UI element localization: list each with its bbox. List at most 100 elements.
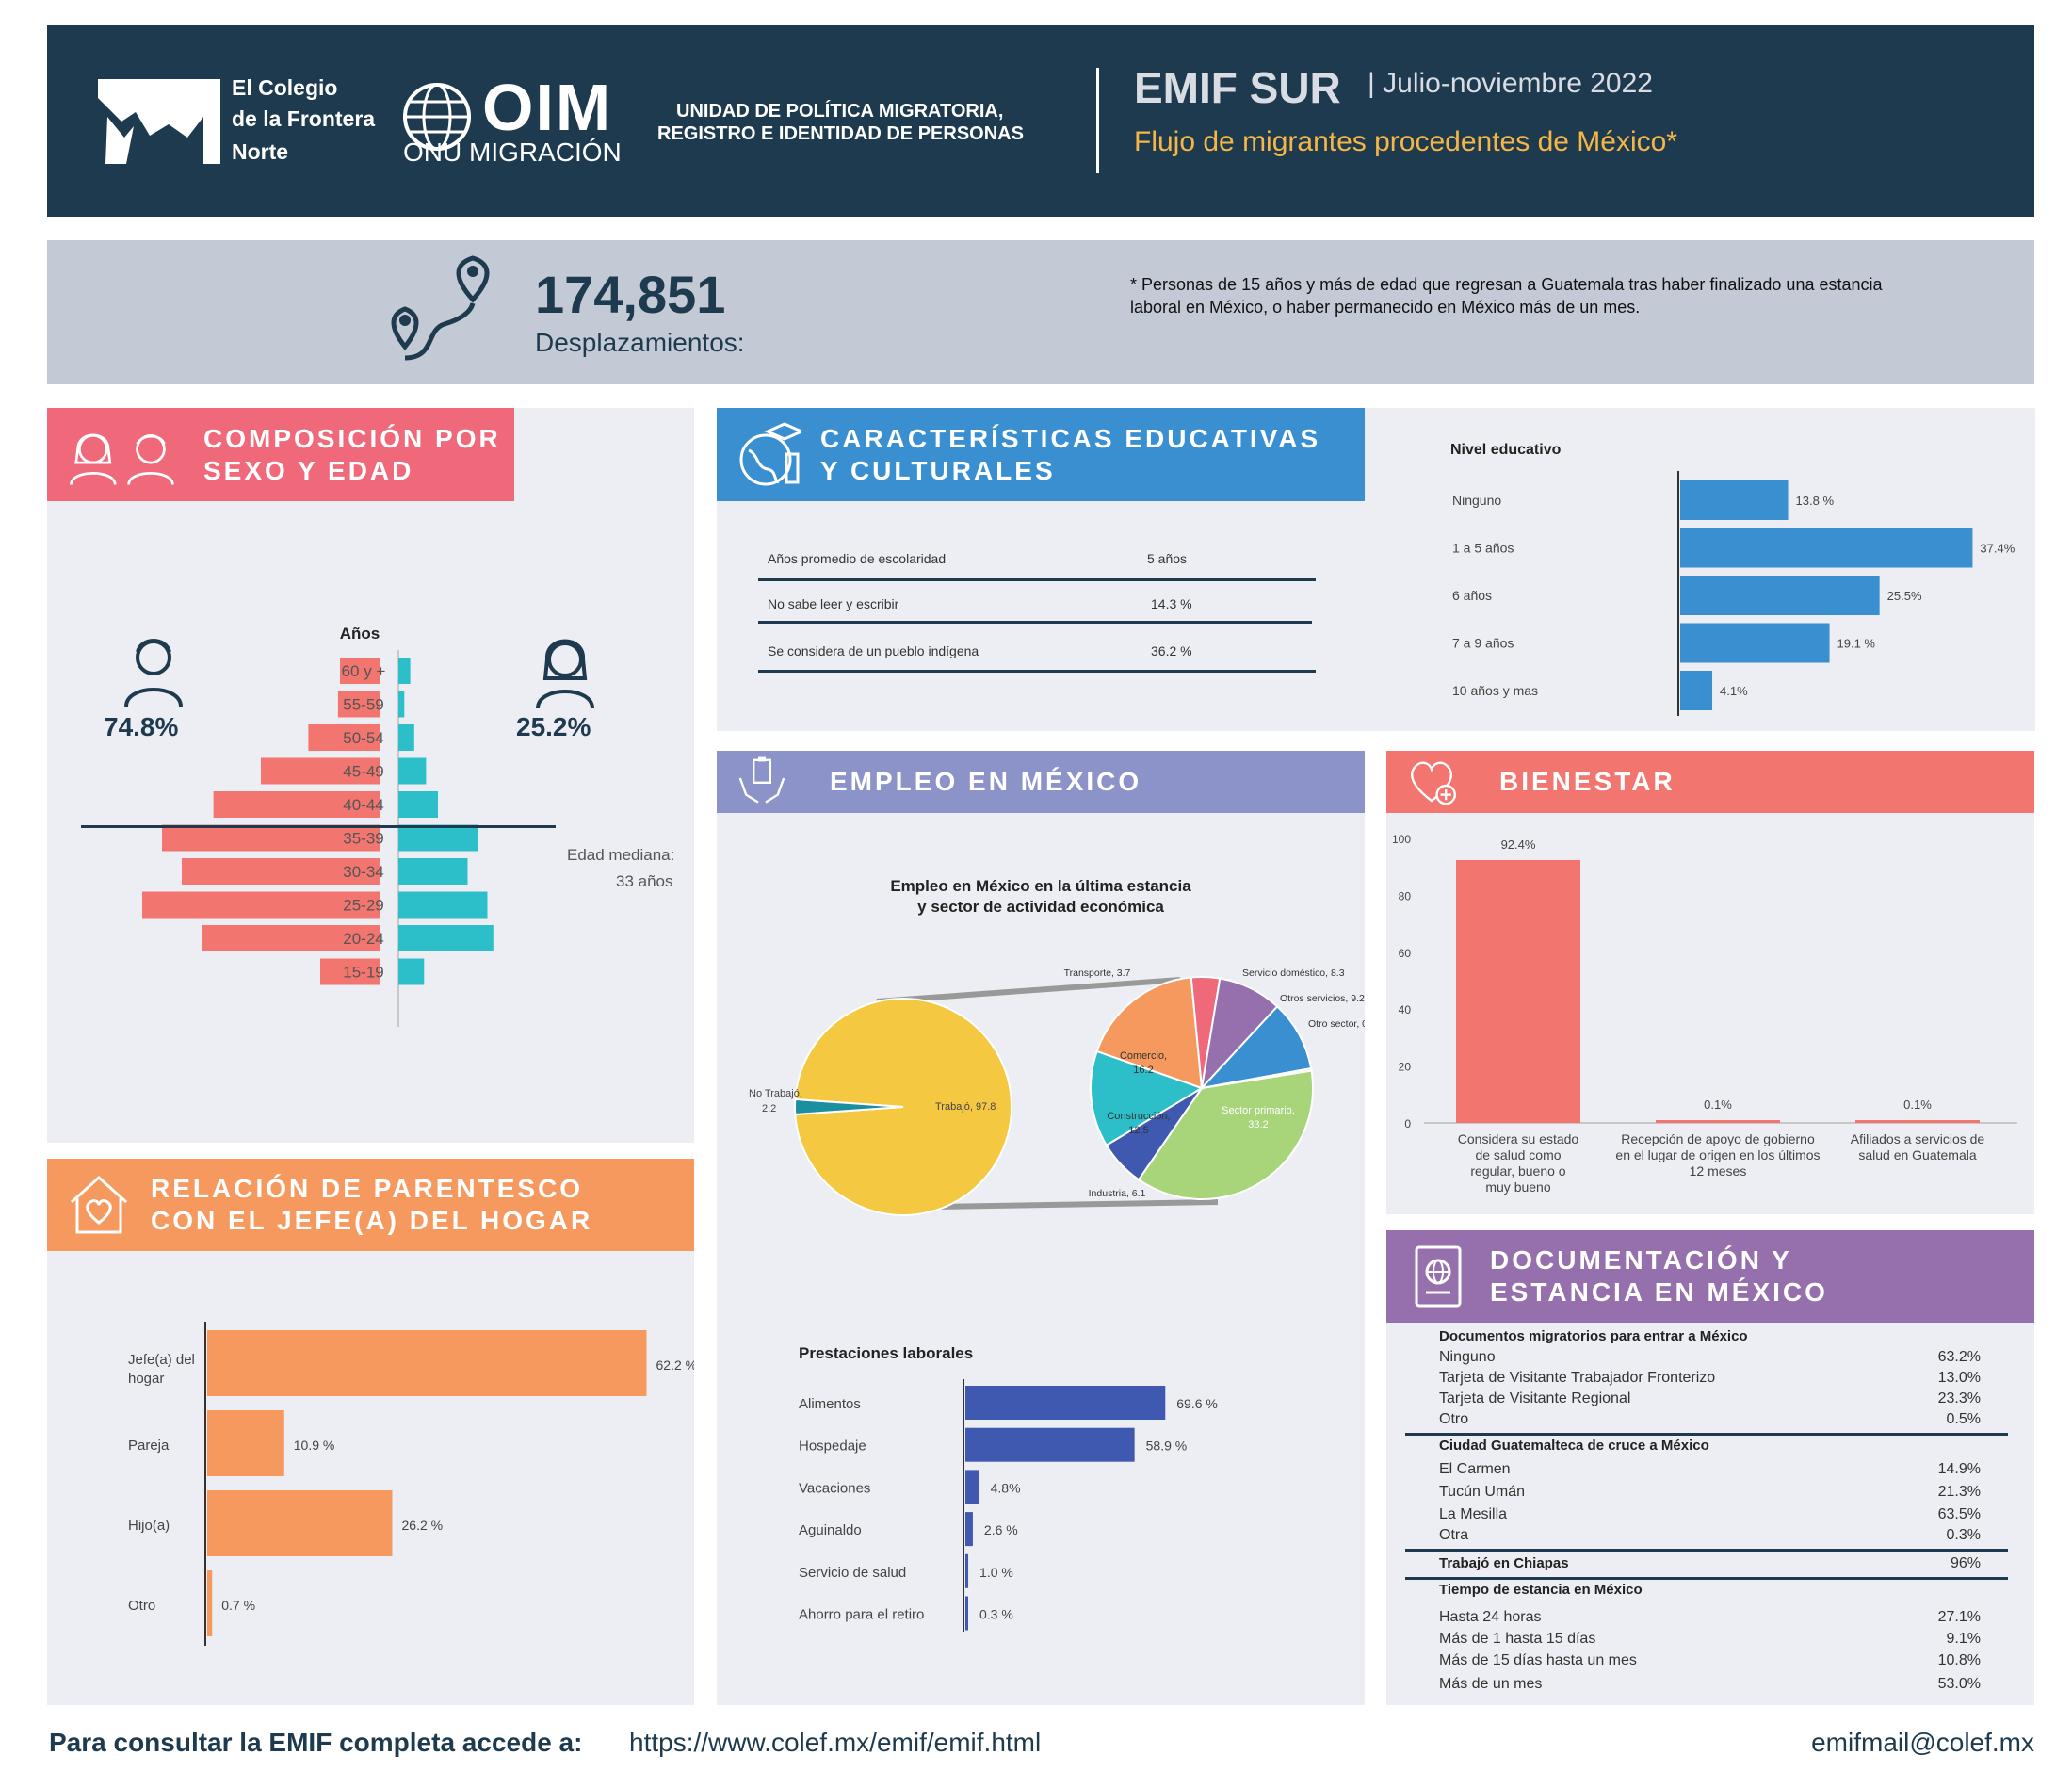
unit-name-line2: REGISTRO E IDENTIDAD DE PERSONAS	[657, 123, 1024, 144]
pie-label-sector-value: 16.2	[1133, 1065, 1153, 1076]
house-heart-icon	[70, 1175, 128, 1234]
doc-row-chiapas: Trabajó en Chiapas 96%	[1439, 1555, 1981, 1572]
edu-value-label: 37.4%	[1980, 542, 2015, 556]
pie-label-sector: Comercio,	[1120, 1050, 1167, 1062]
doc-row: Más de 1 hasta 15 días 9.1%	[1439, 1631, 1981, 1648]
educativas-header: CARACTERÍSTICAS EDUCATIVAS Y CULTURALES	[717, 408, 1365, 501]
bien-bar	[1656, 1120, 1780, 1123]
edu-table-rule-2	[758, 621, 1312, 624]
edu-value-label: 19.1 %	[1837, 637, 1876, 651]
doc-row: Tucún Umán 21.3%	[1439, 1484, 1981, 1501]
edu-category-label: 6 años	[1452, 588, 1492, 603]
edu-bar	[1680, 623, 1830, 663]
doc-row-label: Otro	[1439, 1411, 1469, 1427]
edu-bar	[1680, 480, 1789, 520]
prest-category-label: Vacaciones	[799, 1480, 870, 1496]
edu-bar	[1680, 576, 1880, 615]
doc-heading-tiempo: Tiempo de estancia en México	[1439, 1582, 1643, 1598]
par-bar	[207, 1570, 213, 1636]
prest-value-label: 58.9 %	[1146, 1439, 1188, 1454]
pyramid-bar-male	[261, 757, 380, 785]
route-pin-icon	[391, 255, 490, 361]
pie-connector-top	[876, 977, 1181, 1004]
par-value-label: 62.2 %	[656, 1357, 695, 1373]
bien-category-label: muy bueno	[1485, 1179, 1550, 1195]
bien-value-label: 92.4%	[1501, 837, 1536, 852]
doc-row: Más de un mes 53.0%	[1439, 1676, 1981, 1693]
pyramid-bar-female	[398, 891, 488, 919]
prestaciones-chart: Prestaciones laborales Alimentos 69.6 % Hos…	[799, 1344, 1218, 1632]
pyramid-bar-female	[398, 925, 494, 951]
doc-divider	[1405, 1577, 2008, 1580]
par-category-label: Pareja	[128, 1438, 170, 1454]
globe-graduation-icon	[739, 421, 801, 485]
bien-category-label: en el lugar de origen en los últimos	[1615, 1147, 1820, 1162]
pyramid-tick-label: 30-34	[343, 863, 383, 881]
pyramid-tick-label: 20-24	[343, 930, 383, 948]
doc-row-label: Tarjeta de Visitante Trabajador Fronteri…	[1439, 1370, 1716, 1386]
bien-ytick: 60	[1399, 947, 1412, 960]
par-category-label: Jefe(a) del	[128, 1352, 195, 1368]
survey-flow: Flujo de migrantes procedentes de México…	[1134, 126, 1677, 157]
doc-row-value: 0.5%	[1946, 1411, 1981, 1427]
edu-table-rule-1	[758, 578, 1316, 581]
doc-row-label: Tarjeta de Visitante Regional	[1439, 1390, 1631, 1406]
pyramid-tick-label: 60 y +	[342, 662, 386, 680]
doc-row: La Mesilla 63.5%	[1439, 1506, 1981, 1523]
edu-value-label: 4.1%	[1720, 684, 1748, 698]
edu-table-label-3: Se considera de un pueblo indígena	[768, 643, 979, 658]
educativas-title-line2: Y CULTURALES	[820, 455, 1056, 485]
bien-value-label: 0.1%	[1903, 1097, 1932, 1112]
bien-category-label: Afiliados a servicios de	[1851, 1131, 1985, 1146]
pie-label-sector: Industria, 6.1	[1089, 1188, 1146, 1199]
documentacion-title-line1: DOCUMENTACIÓN Y	[1490, 1245, 1792, 1275]
footer-url-link[interactable]: https://www.colef.mx/emif/emif.html	[629, 1728, 1042, 1757]
bien-bar	[1855, 1120, 1980, 1123]
bien-ytick: 40	[1399, 1003, 1412, 1016]
footer-email-link[interactable]: emifmail@colef.mx	[1811, 1728, 2034, 1757]
pyramid-tick-label: 15-19	[343, 964, 383, 982]
doc-divider	[1405, 1433, 2008, 1436]
hands-clipboard-icon	[738, 756, 785, 804]
pyramid-bar-male	[182, 858, 380, 885]
doc-row: Ninguno 63.2%	[1439, 1349, 1981, 1366]
colef-name-line1: El Colegio	[232, 75, 338, 100]
survey-title: EMIF SUR	[1134, 63, 1341, 112]
edu-table-rule-3	[758, 670, 1316, 673]
prest-category-label: Alimentos	[799, 1396, 861, 1412]
doc-row-value: 63.5%	[1937, 1506, 1981, 1522]
prest-bar	[965, 1427, 1135, 1462]
par-bar	[207, 1490, 393, 1556]
prest-value-label: 2.6 %	[984, 1522, 1018, 1537]
nivel-educativo-chart: Nivel educativo Ninguno 13.8 % 1 a 5 años 37…	[1450, 442, 2015, 716]
bien-category-label: Recepción de apoyo de gobierno	[1621, 1131, 1815, 1146]
pie-slice-sector	[1095, 976, 1204, 1090]
doc-row: Otro 0.5%	[1439, 1411, 1981, 1428]
prest-category-label: Servicio de salud	[799, 1565, 906, 1581]
prest-category-label: Hospedaje	[799, 1439, 866, 1455]
doc-row-label: Más de 15 días hasta un mes	[1439, 1652, 1637, 1668]
displacement-label: Desplazamientos:	[535, 328, 745, 357]
edu-table-label-1: Años promedio de escolaridad	[768, 551, 947, 566]
composicion-title-line1: COMPOSICIÓN POR	[203, 423, 501, 453]
summary-band	[47, 240, 2034, 384]
pyramid-bar-male	[337, 691, 380, 718]
pyramid-tick-label: 55-59	[343, 696, 383, 714]
median-age-label-line1: Edad mediana:	[567, 846, 675, 864]
bien-category-label: de salud como	[1475, 1147, 1561, 1162]
par-bar	[207, 1330, 647, 1396]
doc-row: Más de 15 días hasta un mes 10.8%	[1439, 1652, 1981, 1669]
pyramid-bar-male	[162, 824, 380, 852]
bien-category-label: regular, bueno o	[1470, 1163, 1565, 1179]
pie-slice-sector	[1199, 1004, 1313, 1090]
panel-empleo	[717, 751, 1365, 1705]
edu-table-label-2: No sabe leer y escribir	[768, 596, 899, 611]
edu-value-label: 25.5%	[1887, 589, 1922, 603]
doc-row-label: Hasta 24 horas	[1439, 1609, 1542, 1625]
empleo-pie-chart: Empleo en México en la última estancia y …	[749, 877, 1365, 1216]
summary-note-line2: laboral en México, o haber permanecido e…	[1130, 298, 1641, 317]
doc-row-label: Tucún Umán	[1439, 1484, 1525, 1500]
colef-name-line2: de la Frontera	[232, 106, 376, 131]
median-age-label-line2: 33 años	[616, 872, 673, 890]
